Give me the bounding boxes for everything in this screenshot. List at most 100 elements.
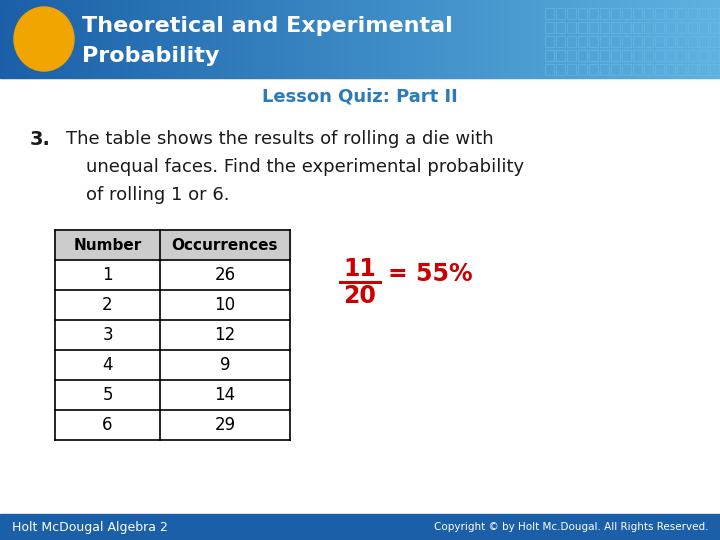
Bar <box>263 0 264 78</box>
Bar <box>619 0 620 78</box>
Bar <box>693 0 694 78</box>
Bar <box>201 0 202 78</box>
Bar <box>73 0 74 78</box>
Bar <box>391 0 392 78</box>
Bar <box>7 0 8 78</box>
Bar <box>710 0 711 78</box>
Bar <box>658 0 659 78</box>
Bar <box>117 0 118 78</box>
Bar <box>476 0 477 78</box>
Bar <box>348 0 349 78</box>
Bar <box>425 0 426 78</box>
Bar <box>655 22 664 33</box>
Bar <box>41 0 42 78</box>
Bar <box>68 0 69 78</box>
Bar <box>578 0 579 78</box>
Bar <box>695 0 696 78</box>
Bar <box>486 0 487 78</box>
Bar <box>710 36 719 47</box>
Bar <box>80 0 81 78</box>
Text: 3.: 3. <box>30 130 51 149</box>
Bar <box>633 50 642 61</box>
Bar <box>676 0 677 78</box>
Bar <box>589 8 598 19</box>
Bar <box>257 0 258 78</box>
Bar <box>357 0 358 78</box>
Bar <box>383 0 384 78</box>
Bar <box>304 0 305 78</box>
Bar <box>396 0 397 78</box>
Bar <box>54 0 55 78</box>
Bar <box>415 0 416 78</box>
Bar <box>387 0 388 78</box>
Bar <box>704 0 705 78</box>
Bar <box>274 0 275 78</box>
Bar <box>661 0 662 78</box>
Bar <box>623 0 624 78</box>
Bar <box>525 0 526 78</box>
Bar <box>408 0 409 78</box>
Bar <box>368 0 369 78</box>
Bar <box>209 0 210 78</box>
Text: Theoretical and Experimental: Theoretical and Experimental <box>82 16 453 36</box>
Text: The table shows the results of rolling a die with: The table shows the results of rolling a… <box>66 130 494 148</box>
Bar <box>436 0 437 78</box>
Bar <box>372 0 373 78</box>
Bar <box>107 0 108 78</box>
Bar <box>353 0 354 78</box>
Text: 11: 11 <box>343 257 377 281</box>
Bar <box>157 0 158 78</box>
Bar <box>506 0 507 78</box>
Bar <box>457 0 458 78</box>
Bar <box>43 0 44 78</box>
Bar <box>208 0 209 78</box>
Bar <box>448 0 449 78</box>
Bar <box>634 0 635 78</box>
Bar <box>295 0 296 78</box>
Text: 14: 14 <box>215 386 235 404</box>
Bar <box>229 0 230 78</box>
Bar <box>0 0 1 78</box>
Bar <box>358 0 359 78</box>
Bar <box>167 0 168 78</box>
Bar <box>445 0 446 78</box>
Bar <box>510 0 511 78</box>
Bar <box>686 0 687 78</box>
Bar <box>677 50 686 61</box>
Bar <box>540 0 541 78</box>
Bar <box>473 0 474 78</box>
Bar <box>328 0 329 78</box>
Bar <box>710 64 719 75</box>
Bar <box>578 22 587 33</box>
Bar <box>228 0 229 78</box>
Bar <box>464 0 465 78</box>
Bar <box>420 0 421 78</box>
Bar <box>255 0 256 78</box>
Bar <box>131 0 132 78</box>
Bar <box>125 0 126 78</box>
Bar <box>685 0 686 78</box>
Bar <box>66 0 67 78</box>
Bar <box>332 0 333 78</box>
Bar <box>55 380 290 410</box>
Bar <box>708 0 709 78</box>
Bar <box>283 0 284 78</box>
Bar <box>324 0 325 78</box>
Bar <box>197 0 198 78</box>
Bar <box>451 0 452 78</box>
Bar <box>678 0 679 78</box>
Bar <box>371 0 372 78</box>
Bar <box>187 0 188 78</box>
Bar <box>361 0 362 78</box>
Bar <box>204 0 205 78</box>
Bar <box>523 0 524 78</box>
Bar <box>555 0 556 78</box>
Bar <box>441 0 442 78</box>
Bar <box>427 0 428 78</box>
Bar <box>388 0 389 78</box>
Bar <box>618 0 619 78</box>
Bar <box>132 0 133 78</box>
Bar <box>635 0 636 78</box>
Bar <box>648 0 649 78</box>
Bar <box>645 0 646 78</box>
